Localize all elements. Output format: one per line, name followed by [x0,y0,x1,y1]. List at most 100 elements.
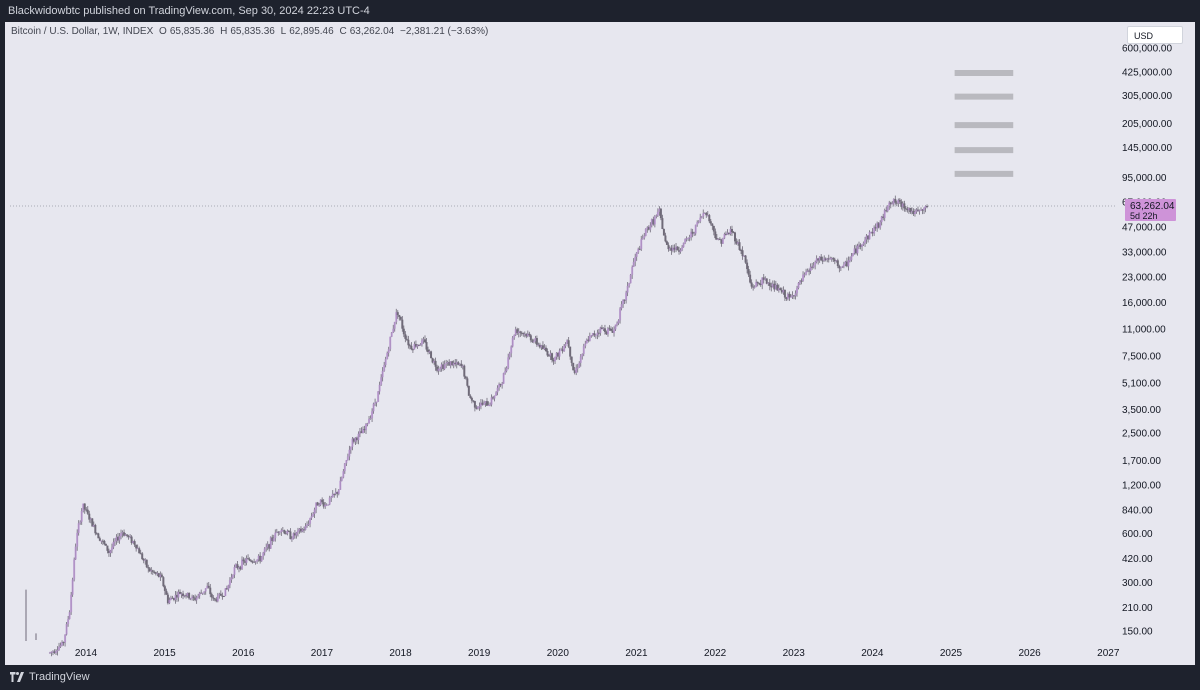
candle [191,594,194,601]
candle-body [77,523,80,533]
candle [750,279,753,289]
candle [230,573,233,583]
candle-body [303,529,306,531]
candle [366,422,369,427]
candle [115,534,118,545]
candle [758,282,761,286]
candle [405,335,408,341]
candle [797,282,800,290]
candle [65,622,68,636]
candle-body [573,370,576,373]
candle-body [380,377,383,385]
candle [564,342,567,349]
candle-body [655,215,658,217]
candle [901,201,904,211]
candle [906,206,909,213]
candle-body [675,246,678,250]
candle-body [619,308,622,321]
candle-body [734,232,737,242]
candle-body [873,227,876,234]
candle-body [724,233,727,235]
candle-body [687,238,690,240]
currency-selector[interactable]: USD [1127,26,1183,44]
candle-body [74,546,77,560]
candle-body [386,353,389,360]
candle [375,401,378,407]
candle [892,198,895,207]
candle [563,343,566,352]
candle [773,280,776,292]
x-tick-label: 2024 [861,648,884,659]
candle [180,592,183,598]
candle [805,268,808,276]
candle [183,594,186,598]
candle-body [641,238,644,240]
candle [724,231,727,236]
candle [141,551,144,561]
candle [885,206,888,213]
candle [759,279,762,287]
candle-body [225,588,228,590]
candle [717,238,720,241]
candle-body [786,293,789,300]
candle [721,237,724,244]
candle [237,565,240,573]
candle-body [560,349,563,351]
candle [304,523,307,531]
candle [210,592,213,601]
candle-body [150,570,153,572]
candle [815,255,818,264]
candle-body [192,596,195,598]
chart-area[interactable] [5,22,1195,665]
candle [923,207,926,215]
candle-body [352,438,355,442]
candle [386,351,389,360]
candle [791,291,794,300]
candle-body [818,256,821,261]
candle-body [351,438,354,447]
candle [693,231,696,237]
candle-body [395,312,398,322]
candle-body [773,283,776,290]
candle [458,363,461,367]
candle-body [885,210,888,212]
candle-body [457,362,460,365]
candle [886,205,889,213]
candle [508,351,511,360]
candle-body [923,208,926,211]
candle [594,334,597,339]
candle [92,521,95,528]
candle-body [460,363,463,367]
candle [861,244,864,251]
candle-body [608,328,611,330]
candle [207,582,210,589]
candle-body [401,319,404,329]
candle [434,357,437,371]
candle [490,394,493,407]
candle-body [753,286,756,288]
candle-body [257,555,260,560]
candle-body [62,642,65,644]
candle-body [544,347,547,352]
candle-body [312,513,315,517]
candle [859,243,862,250]
candle-body [172,598,175,600]
candle-body [672,247,675,251]
candle [818,256,821,263]
tradingview-logo[interactable]: TradingView [10,671,90,683]
candle [104,543,107,546]
y-tick-label: 3,500.00 [1122,405,1161,416]
candle [873,225,876,236]
candle [61,640,64,647]
candle-body [200,592,203,594]
candle [189,597,192,601]
candle [771,280,774,288]
tradingview-brand: TradingView [29,671,90,683]
candle [433,358,436,365]
candle [821,256,824,265]
candle [714,228,717,240]
candle [532,338,535,344]
candle [743,255,746,258]
symbol-title[interactable]: Bitcoin / U.S. Dollar, 1W, INDEX [11,26,154,37]
